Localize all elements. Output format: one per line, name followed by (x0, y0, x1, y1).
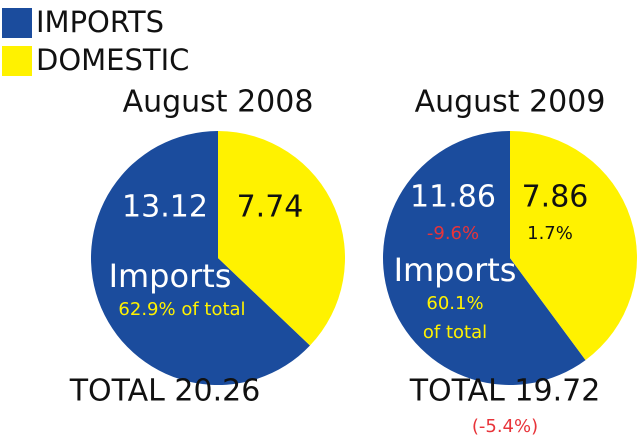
annotation: 60.1% (426, 293, 483, 314)
pie-slice (218, 131, 345, 346)
chart-title: August 2009 (415, 85, 606, 120)
total-change: (-5.4%) (472, 416, 538, 437)
annotation: Imports (109, 257, 232, 295)
legend-label: IMPORTS (36, 5, 164, 39)
pie-slice (510, 131, 638, 361)
annotation: -9.6% (427, 223, 479, 244)
total-label: TOTAL 20.26 (69, 374, 261, 409)
legend-label: DOMESTIC (36, 43, 189, 77)
annotation: 62.9% of total (118, 299, 245, 320)
value-label: 7.74 (237, 190, 304, 225)
legend-swatch (2, 8, 32, 38)
value-label: 13.12 (122, 190, 208, 225)
pie-slice (383, 131, 586, 385)
pie-slice (91, 131, 311, 385)
value-label: 11.86 (410, 180, 496, 215)
value-label: 7.86 (522, 180, 589, 215)
legend-swatch (2, 46, 32, 76)
total-label: TOTAL 19.72 (409, 374, 601, 409)
annotation: 1.7% (527, 223, 573, 244)
annotation: of total (423, 322, 487, 343)
chart-title: August 2008 (123, 85, 314, 120)
annotation: Imports (394, 251, 517, 289)
